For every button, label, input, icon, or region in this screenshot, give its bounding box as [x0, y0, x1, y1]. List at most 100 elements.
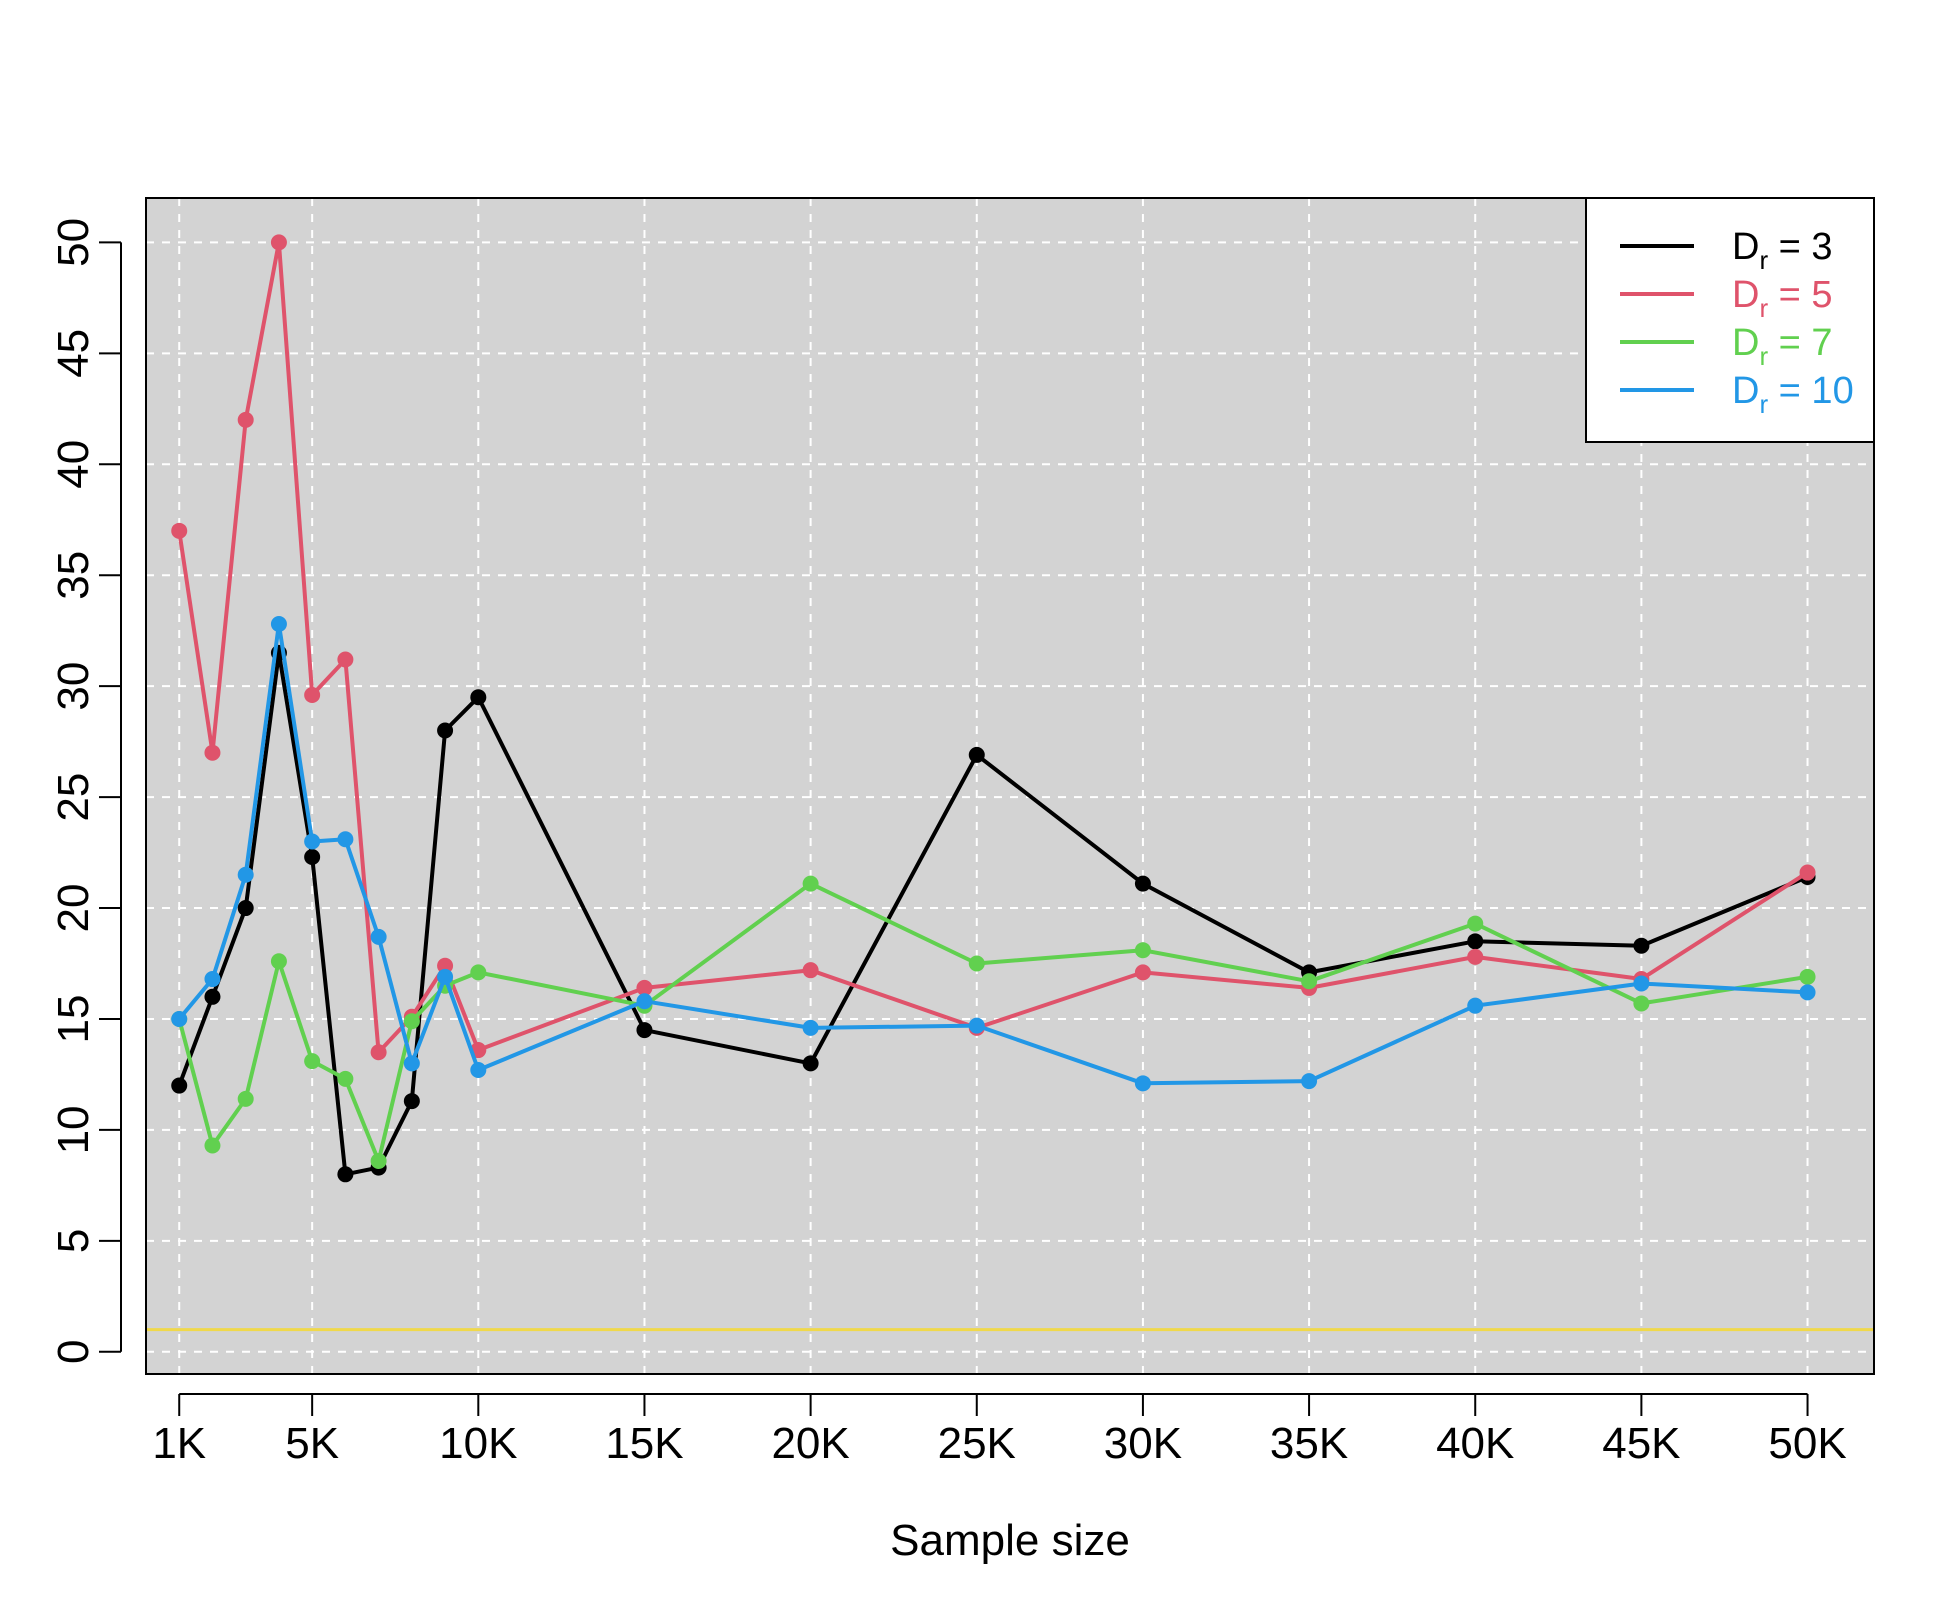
x-tick-label: 1K [152, 1419, 206, 1468]
y-tick-label: 40 [49, 440, 98, 489]
legend-label-subscript: r [1759, 389, 1768, 419]
x-tick-label: 30K [1104, 1419, 1182, 1468]
legend-label-value: = 3 [1768, 226, 1832, 268]
x-tick-label: 15K [605, 1419, 683, 1468]
data-point [636, 993, 653, 1010]
data-point [1134, 964, 1151, 981]
data-point [1467, 997, 1484, 1014]
data-point [304, 849, 321, 866]
legend-label: Dr = 10 [1732, 370, 1854, 419]
data-point [237, 866, 254, 883]
legend-label: Dr = 7 [1732, 322, 1833, 371]
data-point [1799, 864, 1816, 881]
data-point [337, 651, 354, 668]
data-point [470, 964, 487, 981]
data-point [470, 1062, 487, 1079]
data-point [1467, 948, 1484, 965]
legend-label: Dr = 3 [1732, 226, 1833, 275]
data-point [437, 957, 454, 974]
legend-label-main: D [1732, 274, 1759, 316]
y-tick-label: 50 [49, 218, 98, 267]
data-point [1467, 933, 1484, 950]
legend-label-subscript: r [1759, 293, 1768, 323]
y-tick-label: 30 [49, 662, 98, 711]
legend-label-value: = 7 [1768, 322, 1832, 364]
data-point [337, 1166, 354, 1183]
data-point [403, 1093, 420, 1110]
data-point [270, 953, 287, 970]
data-point [470, 689, 487, 706]
x-tick-label: 40K [1436, 1419, 1514, 1468]
series-line [177, 881, 1808, 1163]
data-point [802, 1019, 819, 1036]
x-tick-label: 50K [1768, 1419, 1846, 1468]
data-point [968, 746, 985, 763]
data-point [337, 1070, 354, 1087]
data-point [304, 833, 321, 850]
y-tick-label: 35 [49, 551, 98, 600]
data-point [204, 744, 221, 761]
data-point [204, 1137, 221, 1154]
data-point [1467, 915, 1484, 932]
data-point [968, 1017, 985, 1034]
data-point [1633, 937, 1650, 954]
data-point [1633, 995, 1650, 1012]
legend-label-main: D [1732, 322, 1759, 364]
x-tick-label: 45K [1602, 1419, 1680, 1468]
x-tick-label: 10K [439, 1419, 517, 1468]
data-point [1799, 968, 1816, 985]
plot-border [145, 197, 1875, 1375]
data-point [1301, 973, 1318, 990]
data-point [1134, 875, 1151, 892]
data-point [403, 1013, 420, 1030]
data-point [802, 962, 819, 979]
x-tick-label: 5K [285, 1419, 339, 1468]
data-point [802, 1055, 819, 1072]
data-point [204, 971, 221, 988]
data-point [802, 875, 819, 892]
data-point [968, 955, 985, 972]
data-point [171, 1010, 188, 1027]
y-tick-label: 45 [49, 329, 98, 378]
data-point [237, 900, 254, 917]
x-tick-label: 25K [938, 1419, 1016, 1468]
data-point [437, 968, 454, 985]
data-point [337, 831, 354, 848]
y-tick-label: 0 [49, 1340, 98, 1364]
legend-label-main: D [1732, 226, 1759, 268]
y-tick-label: 25 [49, 773, 98, 822]
x-axis: 1K 5K 10K 15K 20K 25K 30K 35K 40K 45K 50K [152, 1393, 1847, 1468]
series-line [177, 240, 1809, 1055]
data-point [403, 1055, 420, 1072]
data-point [1134, 1075, 1151, 1092]
data-point [1799, 984, 1816, 1001]
y-tick-label: 15 [49, 995, 98, 1044]
data-point [171, 1077, 188, 1094]
series-4 [171, 616, 1816, 1092]
data-point [1134, 942, 1151, 959]
legend-label-value: = 10 [1768, 370, 1854, 412]
data-point [636, 1022, 653, 1039]
legend-label-subscript: r [1759, 245, 1768, 275]
data-point [437, 722, 454, 739]
data-point [1301, 1073, 1318, 1090]
data-point [370, 1044, 387, 1061]
gridlines [146, 198, 1874, 1374]
y-tick-label: 20 [49, 884, 98, 933]
x-tick-label: 35K [1270, 1419, 1348, 1468]
data-point [370, 1152, 387, 1169]
legend-label-main: D [1732, 370, 1759, 412]
y-axis: 0 5 10 15 20 25 30 35 40 45 50 [49, 218, 122, 1364]
series-layer [171, 234, 1816, 1183]
data-point [1633, 975, 1650, 992]
data-point [304, 1053, 321, 1070]
y-tick-label: 5 [49, 1229, 98, 1253]
data-point [237, 411, 254, 428]
legend-label-value: = 5 [1768, 274, 1832, 316]
legend-label-subscript: r [1759, 341, 1768, 371]
data-point [270, 616, 287, 633]
series-3 [171, 875, 1816, 1169]
data-point [204, 988, 221, 1005]
